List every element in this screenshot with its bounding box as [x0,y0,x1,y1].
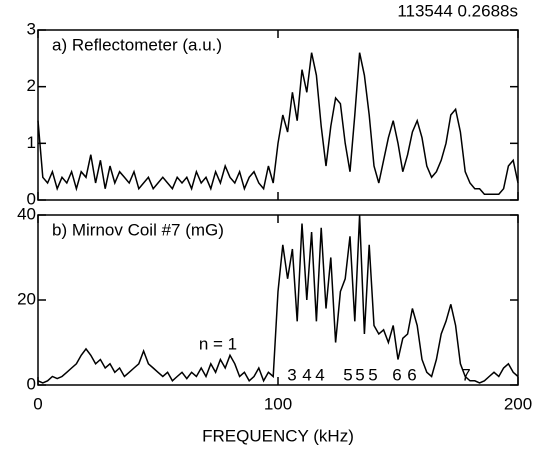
mode-label: 5 [368,365,377,384]
x-tick-label: 100 [264,394,292,413]
mode-label: 6 [407,365,416,384]
y-tick-label: 2 [27,76,36,95]
y-tick-label: 40 [17,204,36,223]
plot-frame [37,29,519,201]
x-axis-label: FREQUENCY (kHz) [202,426,354,445]
y-tick-label: 3 [27,19,36,38]
mode-label: 5 [343,365,352,384]
y-tick-label: 0 [27,189,36,208]
mode-label: 4 [302,365,311,384]
y-tick-label: 0 [27,374,36,393]
y-tick-label: 20 [17,289,36,308]
mode-label: 7 [461,365,470,384]
mode-label: 5 [355,365,364,384]
x-tick-label: 200 [504,394,532,413]
x-tick-label: 0 [33,394,42,413]
mode-label: 6 [392,365,401,384]
mode-label: 4 [315,365,324,384]
panel-title: b) Mirnov Coil #7 (mG) [52,220,224,239]
shot-label: 113544 0.2688s [397,1,518,20]
y-tick-label: 1 [27,133,36,152]
data-line [37,214,519,384]
mode-label: 3 [287,365,296,384]
mode-label: n = 1 [199,334,237,353]
data-line [37,52,519,196]
panel-title: a) Reflectometer (a.u.) [52,35,222,54]
